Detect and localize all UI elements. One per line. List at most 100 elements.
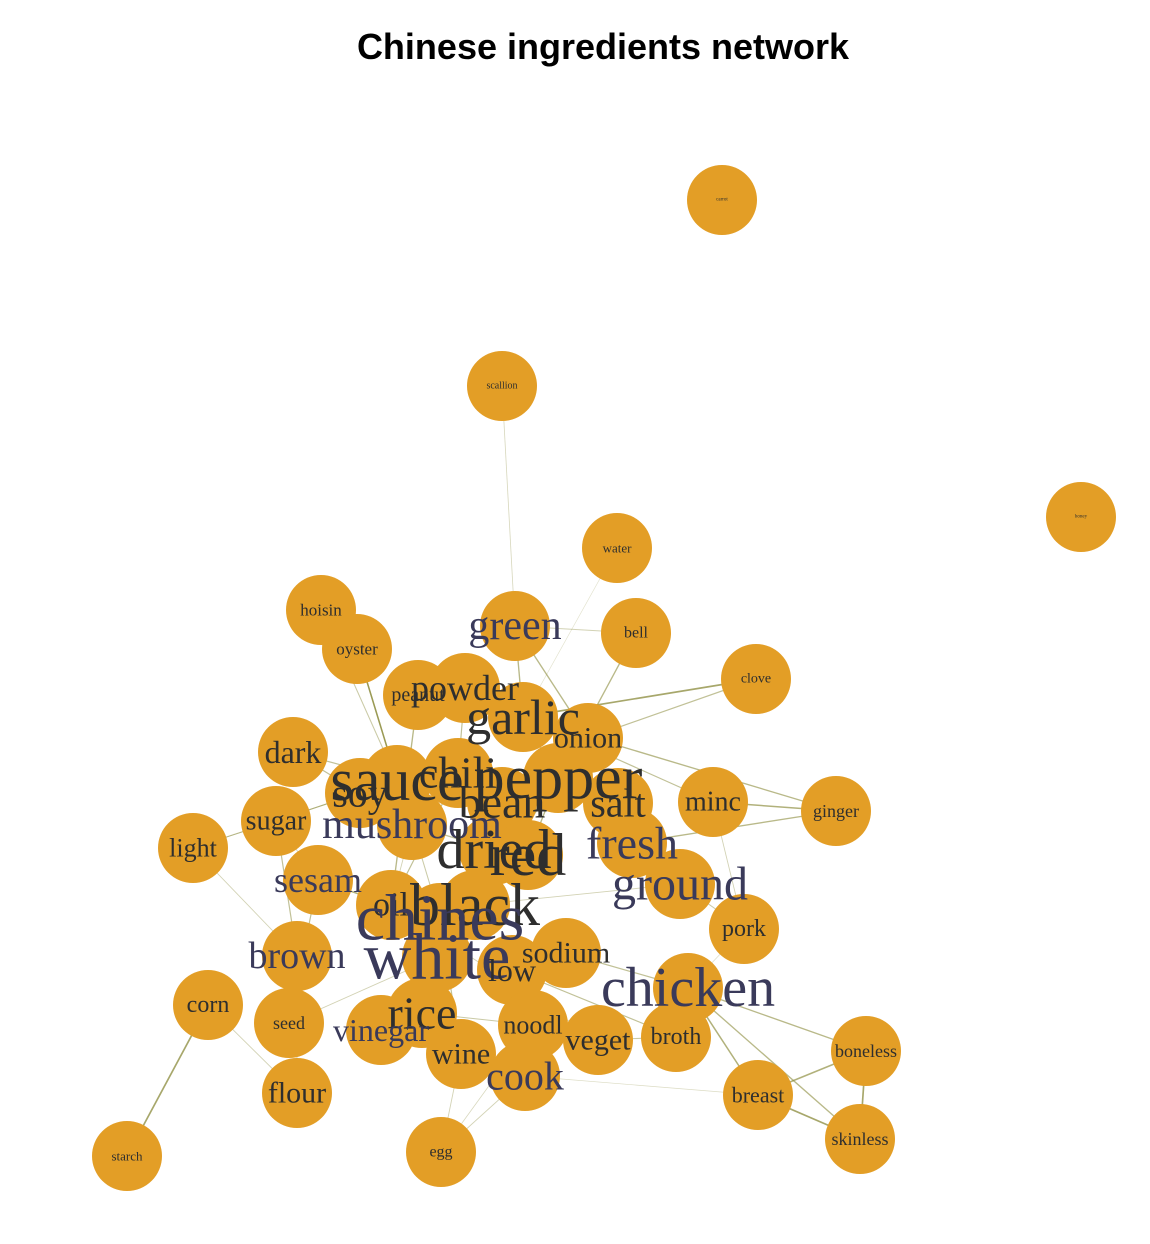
node-dark	[258, 717, 328, 787]
node-circle-fresh	[597, 808, 667, 878]
node-label-sauce: sauce	[330, 747, 463, 813]
node-label-wine: wine	[432, 1038, 490, 1071]
node-circle-clove	[721, 644, 791, 714]
node-label-powder: powder	[411, 668, 519, 708]
node-circle-low	[477, 935, 547, 1005]
node-label-pepper: pepper	[474, 744, 643, 812]
node-clove	[721, 644, 791, 714]
node-label-oyster: oyster	[336, 640, 378, 659]
node-label-scallion: scallion	[486, 381, 517, 392]
node-label-bean: bean	[459, 777, 546, 828]
node-egg	[406, 1117, 476, 1187]
node-circle-garlic	[488, 682, 558, 752]
node-label-low: low	[488, 952, 536, 988]
node-circle-vinegar	[346, 995, 416, 1065]
node-green	[480, 591, 550, 661]
node-circle-brown	[262, 921, 332, 991]
node-label-brown: brown	[248, 935, 345, 977]
node-label-peanut: peanut	[391, 684, 445, 706]
node-veget	[563, 1005, 633, 1075]
node-label-breast: breast	[732, 1083, 785, 1108]
node-label-sesam: sesam	[274, 860, 362, 900]
node-circle-light	[158, 813, 228, 883]
node-label-carrot: carrot	[716, 198, 728, 203]
node-label-ginger: ginger	[813, 801, 859, 821]
node-circle-green	[480, 591, 550, 661]
node-circle-boneless	[831, 1016, 901, 1086]
node-flour	[262, 1058, 332, 1128]
node-label-mushroom: mushroom	[322, 802, 502, 848]
node-peanut	[383, 660, 453, 730]
node-label-green: green	[468, 603, 561, 649]
node-circle-oyster	[322, 614, 392, 684]
node-label-black: black	[410, 872, 540, 938]
node-label-seed: seed	[273, 1013, 305, 1033]
node-soy	[325, 758, 395, 828]
node-minc	[678, 767, 748, 837]
node-circle-sodium	[531, 918, 601, 988]
node-circle-seed	[254, 988, 324, 1058]
node-carrot	[687, 165, 757, 235]
node-circle-white	[402, 922, 472, 992]
node-circle-veget	[563, 1005, 633, 1075]
node-label-light: light	[169, 834, 217, 863]
node-label-onion: onion	[554, 722, 622, 755]
node-circle-flour	[262, 1058, 332, 1128]
node-label-skinless: skinless	[831, 1129, 888, 1149]
node-red	[493, 820, 563, 890]
node-circle-wine	[426, 1019, 496, 1089]
node-label-broth: broth	[651, 1024, 702, 1050]
node-label-sodium: sodium	[522, 937, 610, 970]
chart-title: Chinese ingredients network	[356, 26, 850, 67]
node-circle-bell	[601, 598, 671, 668]
node-label-starch: starch	[111, 1149, 143, 1164]
node-label-flour: flour	[268, 1077, 326, 1110]
node-circle-dark	[258, 717, 328, 787]
node-label-fresh: fresh	[586, 818, 678, 869]
node-sodium	[531, 918, 601, 988]
node-label-chines: chines	[356, 882, 525, 955]
node-label-chicken: chicken	[601, 957, 775, 1019]
node-circle-pepper	[523, 743, 593, 813]
node-label-dark: dark	[265, 734, 322, 770]
node-circle-egg	[406, 1117, 476, 1187]
node-mushroom	[377, 790, 447, 860]
node-label-pork: pork	[722, 916, 766, 942]
node-honey	[1046, 482, 1116, 552]
node-circle-water	[582, 513, 652, 583]
node-label-minc: minc	[685, 787, 741, 818]
node-label-hoisin: hoisin	[300, 601, 342, 620]
edge-chicken-skinless	[687, 987, 861, 1140]
node-label-egg: egg	[429, 1144, 452, 1161]
node-oyster	[322, 614, 392, 684]
node-fresh	[597, 808, 667, 878]
node-pepper	[523, 743, 593, 813]
node-water	[582, 513, 652, 583]
node-label-garlic: garlic	[466, 689, 580, 745]
node-circle-cook	[490, 1041, 560, 1111]
node-boneless	[831, 1016, 901, 1086]
node-breast	[723, 1060, 793, 1130]
node-cook	[490, 1041, 560, 1111]
node-ginger	[801, 776, 871, 846]
node-wine	[426, 1019, 496, 1089]
node-light	[158, 813, 228, 883]
node-white	[402, 922, 472, 992]
node-circle-scallion	[467, 351, 537, 421]
node-circle-skinless	[825, 1104, 895, 1174]
edge-clove-garlic	[522, 678, 757, 718]
node-label-clove: clove	[741, 672, 771, 687]
node-label-red: red	[490, 822, 567, 888]
node-label-vinegar: vinegar	[333, 1012, 429, 1048]
node-broth	[641, 1002, 711, 1072]
node-label-soy: soy	[332, 771, 388, 816]
node-circle-breast	[723, 1060, 793, 1130]
edge-cook-breast	[524, 1075, 759, 1096]
node-label-chili: chili	[419, 749, 497, 798]
node-label-water: water	[603, 541, 633, 556]
node-seed	[254, 988, 324, 1058]
node-label-ground: ground	[612, 858, 748, 911]
node-circle-red	[493, 820, 563, 890]
node-circle-mushroom	[377, 790, 447, 860]
